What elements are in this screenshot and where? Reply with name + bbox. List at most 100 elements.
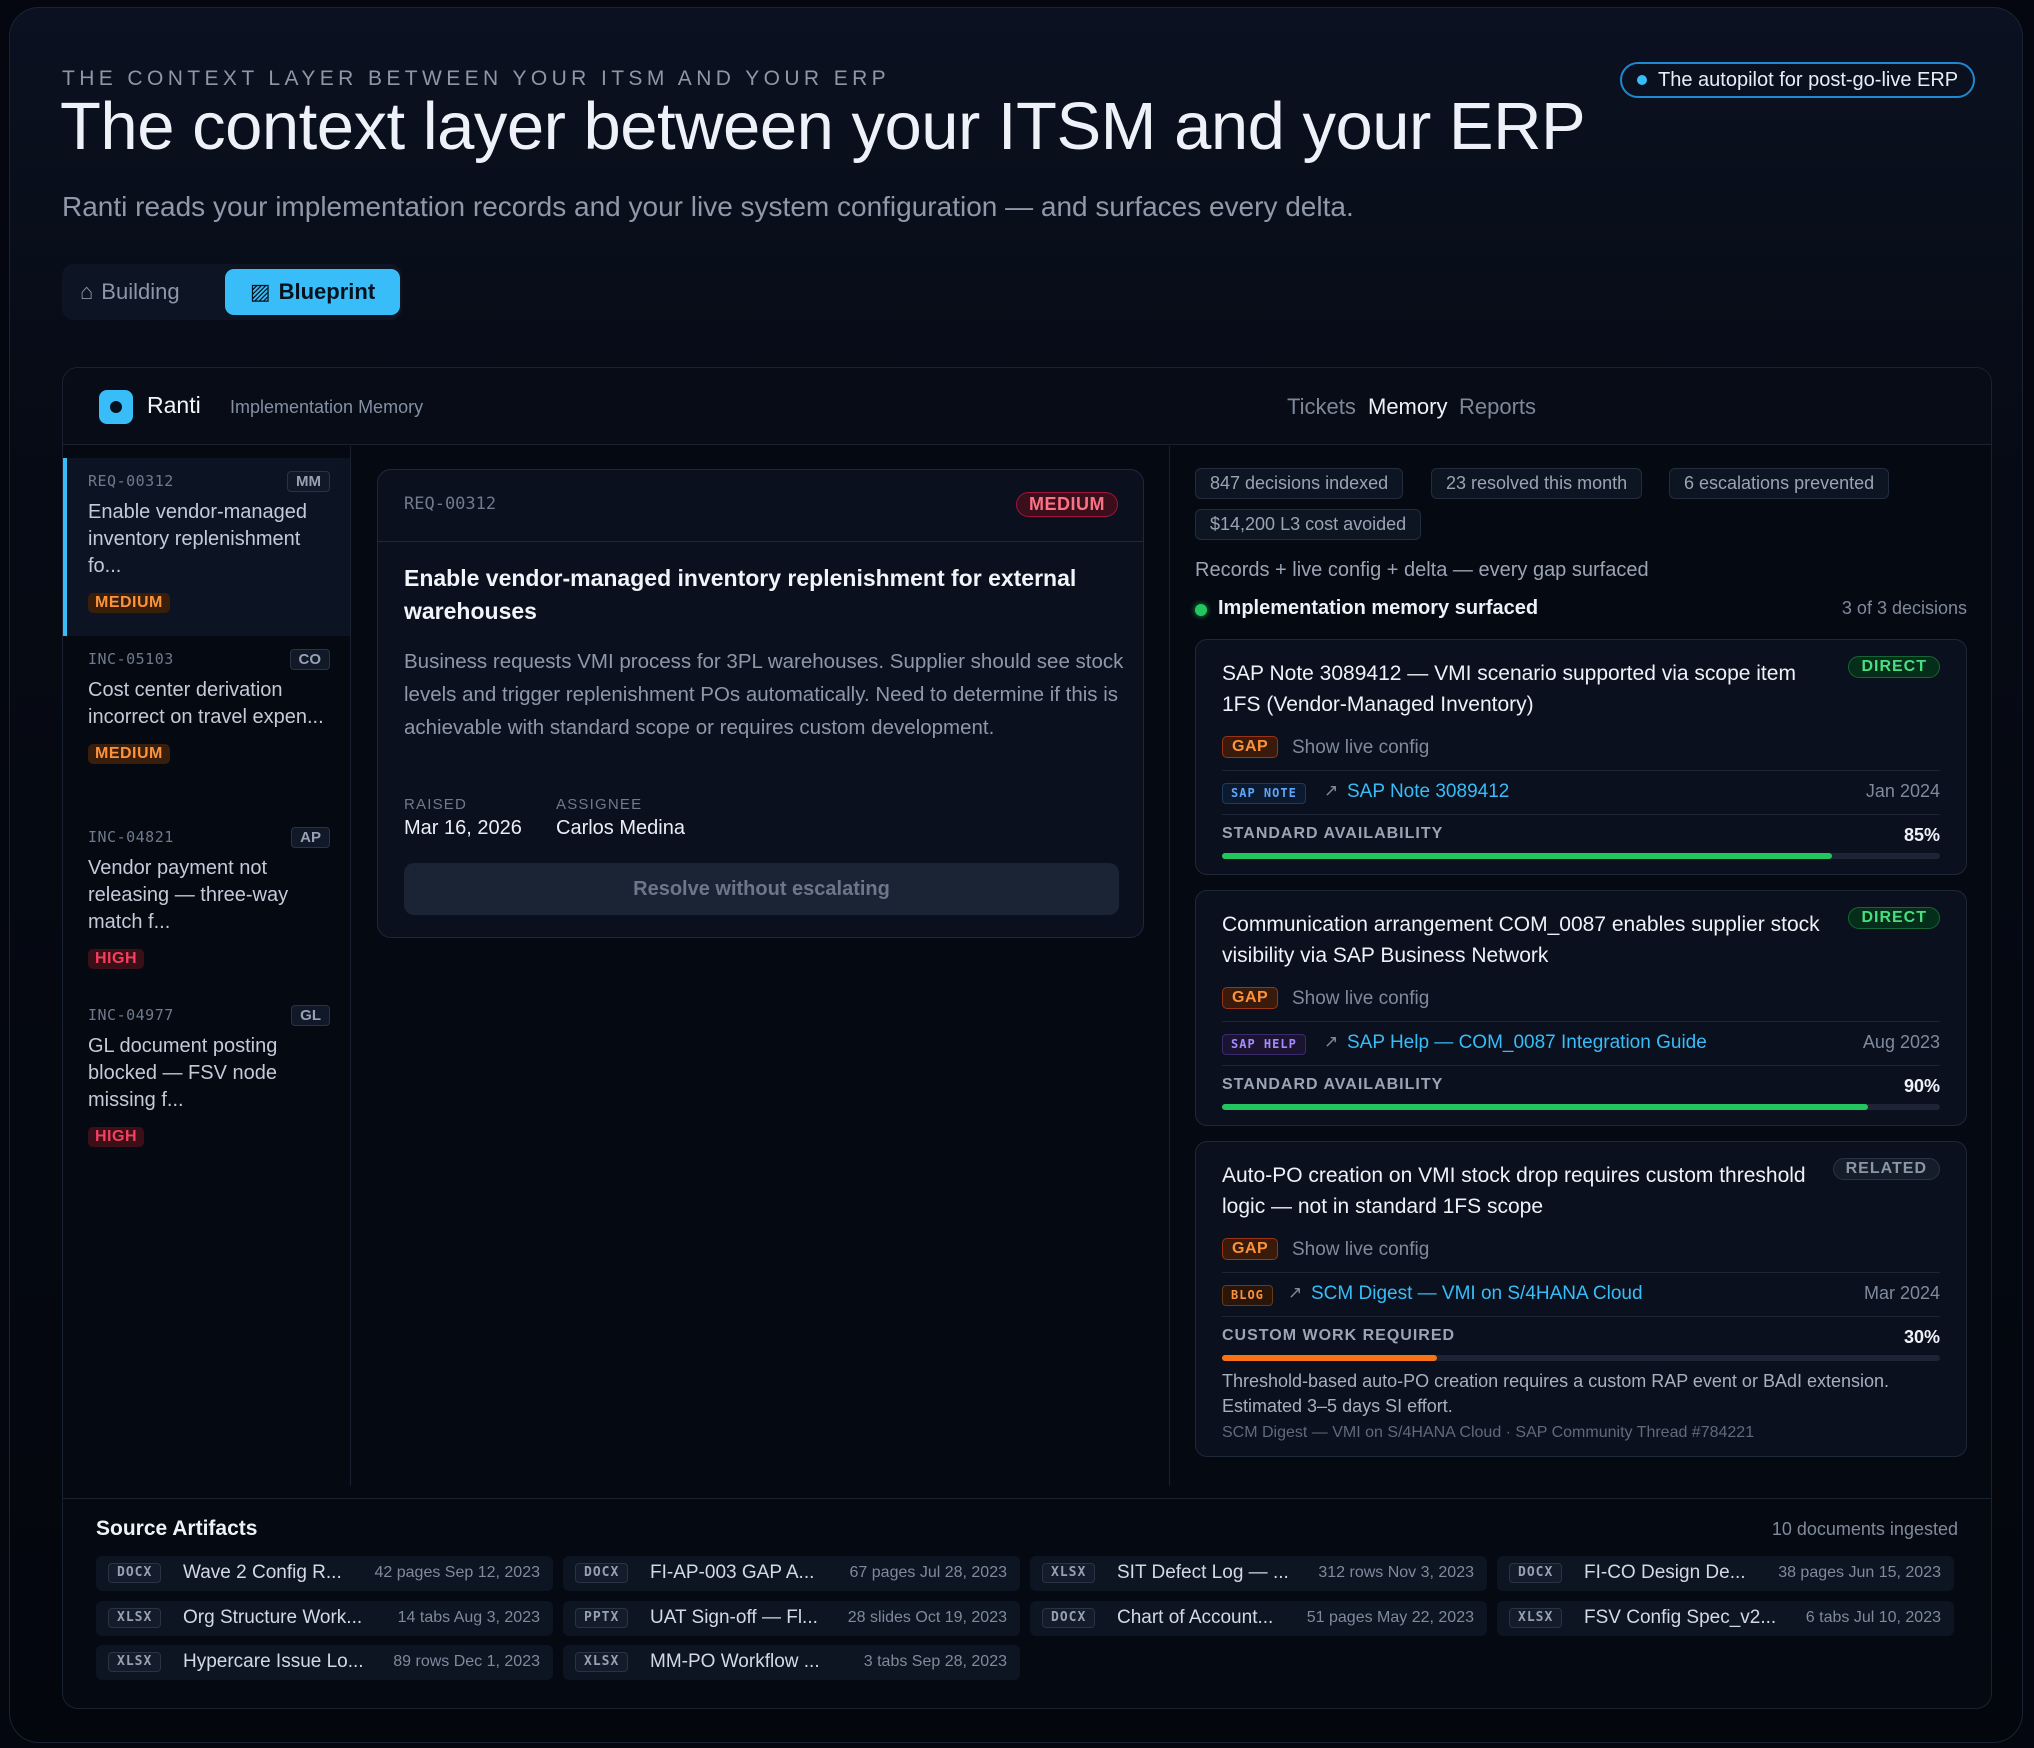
source-date: Aug 2023: [1862, 1032, 1940, 1052]
relevance-badge: DIRECT: [1848, 907, 1940, 929]
availability-fill: [1222, 1355, 1438, 1361]
nav-memory[interactable]: Memory: [1368, 394, 1448, 419]
artifact-chip[interactable]: XLSX FSV Config Spec_v2... 6 tabs Jul 10, …: [1497, 1601, 1954, 1636]
source-type-badge: SAP NOTE: [1222, 783, 1306, 804]
memory-card-title: Communication arrangement COM_0087 enabl…: [1222, 913, 1820, 967]
artifact-meta: 6 tabs Jul 10, 2023: [1805, 1609, 1941, 1626]
file-type-badge: DOCX: [1042, 1608, 1096, 1628]
show-live-config-link[interactable]: Show live config: [1292, 737, 1430, 758]
module-badge: CO: [289, 649, 330, 670]
raised-label: RAISED: [404, 796, 468, 813]
artifact-name: FI-AP-003 GAP A...: [650, 1562, 815, 1583]
artifact-chip[interactable]: XLSX Hypercare Issue Lo... 89 rows Dec 1, …: [96, 1645, 553, 1680]
stat-chip: 847 decisions indexed: [1195, 468, 1404, 499]
source-date: Jan 2024: [1865, 781, 1940, 801]
artifact-chip[interactable]: DOCX FI-AP-003 GAP A... 67 pages Jul 28, 2…: [563, 1556, 1020, 1591]
availability-label: STANDARD AVAILABILITY: [1222, 1076, 1444, 1093]
show-live-config-link[interactable]: Show live config: [1292, 988, 1430, 1009]
column-divider: [1169, 446, 1170, 1486]
app-brand: Ranti: [147, 392, 201, 418]
tagline-text: The autopilot for post-go-live ERP: [1658, 69, 1959, 91]
building-label: Building: [101, 279, 180, 304]
ticket-id: INC-04977: [88, 1006, 174, 1024]
ticket-item[interactable]: INC-05103 CO Cost center derivation inco…: [63, 636, 350, 814]
availability-meter: STANDARD AVAILABILITY 85%: [1222, 825, 1940, 859]
artifacts-count: 10 documents ingested: [1771, 1519, 1958, 1539]
availability-track: [1222, 1355, 1940, 1361]
ranti-logo-icon: [99, 390, 133, 424]
availability-label: STANDARD AVAILABILITY: [1222, 825, 1444, 842]
artifact-chip[interactable]: XLSX Org Structure Work... 14 tabs Aug 3, …: [96, 1601, 553, 1636]
artifact-meta: 3 tabs Sep 28, 2023: [863, 1653, 1007, 1670]
artifact-chip[interactable]: DOCX Wave 2 Config R... 42 pages Sep 12, 2…: [96, 1556, 553, 1591]
module-badge: GL: [291, 1005, 330, 1026]
ticket-item[interactable]: INC-04821 AP Vendor payment not releasin…: [63, 814, 350, 992]
detail-priority-badge: MEDIUM: [1016, 492, 1118, 517]
nav-tickets[interactable]: Tickets: [1287, 394, 1356, 419]
resolve-button[interactable]: Resolve without escalating: [404, 863, 1119, 915]
artifact-name: FI-CO Design De...: [1584, 1562, 1746, 1583]
surfaced-label: Implementation memory surfaced: [1218, 597, 1539, 619]
file-type-badge: DOCX: [108, 1563, 162, 1583]
page-frame: THE CONTEXT LAYER BETWEEN YOUR ITSM AND …: [9, 7, 2023, 1743]
custom-work-note: Threshold-based auto-PO creation require…: [1222, 1371, 1890, 1416]
availability-value: 30%: [1903, 1327, 1940, 1347]
status-dot-icon: [1195, 604, 1207, 616]
source-row: SAP NOTE ↗ SAP Note 3089412 Jan 2024: [1222, 781, 1940, 807]
relevance-badge: DIRECT: [1848, 656, 1940, 678]
artifact-name: Wave 2 Config R...: [183, 1562, 342, 1583]
ticket-list: REQ-00312 MM Enable vendor-managed inven…: [63, 446, 351, 1486]
memory-caption: Records + live config + delta — every ga…: [1195, 559, 1649, 581]
artifact-name: UAT Sign-off — Fl...: [650, 1607, 818, 1628]
artifact-meta: 42 pages Sep 12, 2023: [374, 1564, 540, 1581]
artifact-chip[interactable]: DOCX Chart of Account... 51 pages May 22, …: [1030, 1601, 1487, 1636]
ticket-item[interactable]: REQ-00312 MM Enable vendor-managed inven…: [63, 458, 350, 636]
ticket-title: GL document posting blocked — FSV node m…: [88, 1035, 278, 1111]
source-type-badge: BLOG: [1222, 1285, 1273, 1306]
detail-header: REQ-00312 MEDIUM: [378, 470, 1143, 542]
artifact-chip[interactable]: DOCX FI-CO Design De... 38 pages Jun 15, 2…: [1497, 1556, 1954, 1591]
blueprint-toggle-button[interactable]: ▨ Blueprint: [225, 269, 400, 315]
building-toggle-button[interactable]: ⌂ Building: [80, 269, 192, 315]
artifact-meta: 14 tabs Aug 3, 2023: [397, 1609, 540, 1626]
hero-eyebrow: THE CONTEXT LAYER BETWEEN YOUR ITSM AND …: [62, 67, 891, 90]
detail-ticket-id: REQ-00312: [404, 494, 497, 514]
card-divider: [1222, 1272, 1940, 1273]
priority-badge: HIGH: [88, 949, 144, 969]
ticket-title: Vendor payment not releasing — three-way…: [88, 857, 289, 933]
artifact-chip[interactable]: XLSX MM-PO Workflow ... 3 tabs Sep 28, 202…: [563, 1645, 1020, 1680]
nav-reports[interactable]: Reports: [1459, 394, 1537, 419]
source-link[interactable]: SAP Note 3089412: [1347, 781, 1510, 802]
show-live-config-link[interactable]: Show live config: [1292, 1239, 1430, 1260]
availability-value: 90%: [1903, 1076, 1940, 1096]
blueprint-icon: ▨: [249, 279, 271, 304]
ticket-detail-card: REQ-00312 MEDIUM Enable vendor-managed i…: [377, 469, 1144, 938]
ticket-id: REQ-00312: [88, 472, 174, 490]
ticket-title: Enable vendor-managed inventory replenis…: [88, 501, 308, 577]
memory-card-title: Auto-PO creation on VMI stock drop requi…: [1222, 1164, 1806, 1218]
stat-chip: $14,200 L3 cost avoided: [1195, 509, 1422, 540]
app-section-label: Implementation Memory: [230, 397, 424, 417]
source-date: Mar 2024: [1863, 1283, 1940, 1303]
artifact-meta: 312 rows Nov 3, 2023: [1318, 1564, 1474, 1581]
artifact-chip[interactable]: PPTX UAT Sign-off — Fl... 28 slides Oct 19…: [563, 1601, 1020, 1636]
memory-card: Auto-PO creation on VMI stock drop requi…: [1195, 1141, 1967, 1457]
ticket-item[interactable]: INC-04977 GL GL document posting blocked…: [63, 992, 350, 1170]
availability-label: CUSTOM WORK REQUIRED: [1222, 1327, 1456, 1344]
blueprint-label: Blueprint: [278, 279, 376, 304]
external-link-icon: ↗: [1324, 781, 1339, 800]
file-type-badge: PPTX: [575, 1608, 629, 1628]
file-type-badge: XLSX: [108, 1608, 162, 1628]
ticket-title: Cost center derivation incorrect on trav…: [88, 679, 324, 728]
availability-value: 85%: [1903, 825, 1940, 845]
module-badge: AP: [291, 827, 330, 848]
stat-chip: 23 resolved this month: [1431, 468, 1643, 499]
file-type-badge: XLSX: [575, 1652, 629, 1672]
file-type-badge: DOCX: [1509, 1563, 1563, 1583]
artifact-chip[interactable]: XLSX SIT Defect Log — ... 312 rows Nov 3, …: [1030, 1556, 1487, 1591]
source-link[interactable]: SAP Help — COM_0087 Integration Guide: [1347, 1032, 1707, 1053]
source-type-badge: SAP HELP: [1222, 1034, 1306, 1055]
priority-badge: HIGH: [88, 1127, 144, 1147]
source-link[interactable]: SCM Digest — VMI on S/4HANA Cloud: [1311, 1283, 1643, 1304]
source-artifacts: Source Artifacts 10 documents ingested D…: [63, 1498, 1991, 1708]
